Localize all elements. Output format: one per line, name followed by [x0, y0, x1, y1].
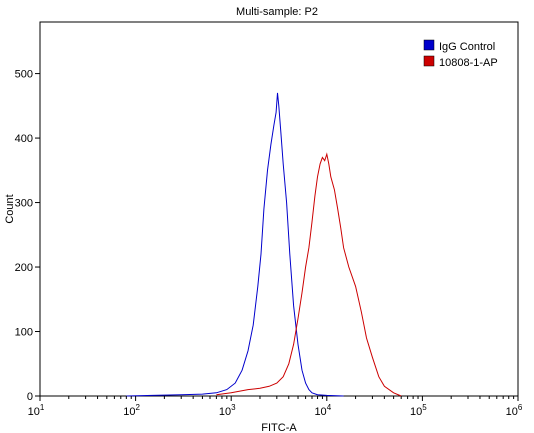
- legend-swatch: [423, 55, 435, 67]
- y-tick-label: 500: [15, 69, 33, 81]
- legend-swatch: [423, 39, 435, 51]
- y-tick-label: 200: [15, 262, 33, 274]
- legend: IgG Control 10808-1-AP: [423, 39, 498, 69]
- series-layer: [126, 92, 402, 397]
- series-line-1: [216, 152, 402, 397]
- x-tick-label: 106: [506, 403, 523, 418]
- y-tick-label: 0: [27, 391, 33, 403]
- y-axis-label: Count: [4, 194, 16, 223]
- chart-title: Multi-sample: P2: [236, 6, 318, 18]
- axis-layer: 0 100 200 300 400 500 101 102 103 104 105 106: [15, 69, 523, 418]
- y-tick-label: 300: [15, 198, 33, 210]
- x-tick-label: 102: [123, 403, 140, 418]
- x-tick-label: 105: [410, 403, 427, 418]
- series-line-0: [126, 92, 344, 397]
- x-tick-label: 104: [314, 403, 331, 418]
- y-tick-label: 100: [15, 327, 33, 339]
- legend-label: 10808-1-AP: [439, 57, 498, 69]
- x-axis-label: FITC-A: [261, 422, 297, 433]
- x-tick-label: 101: [28, 403, 45, 418]
- y-tick-label: 400: [15, 133, 33, 145]
- plot-frame: [39, 21, 519, 397]
- legend-label: IgG Control: [439, 41, 495, 53]
- x-tick-label: 103: [219, 403, 236, 418]
